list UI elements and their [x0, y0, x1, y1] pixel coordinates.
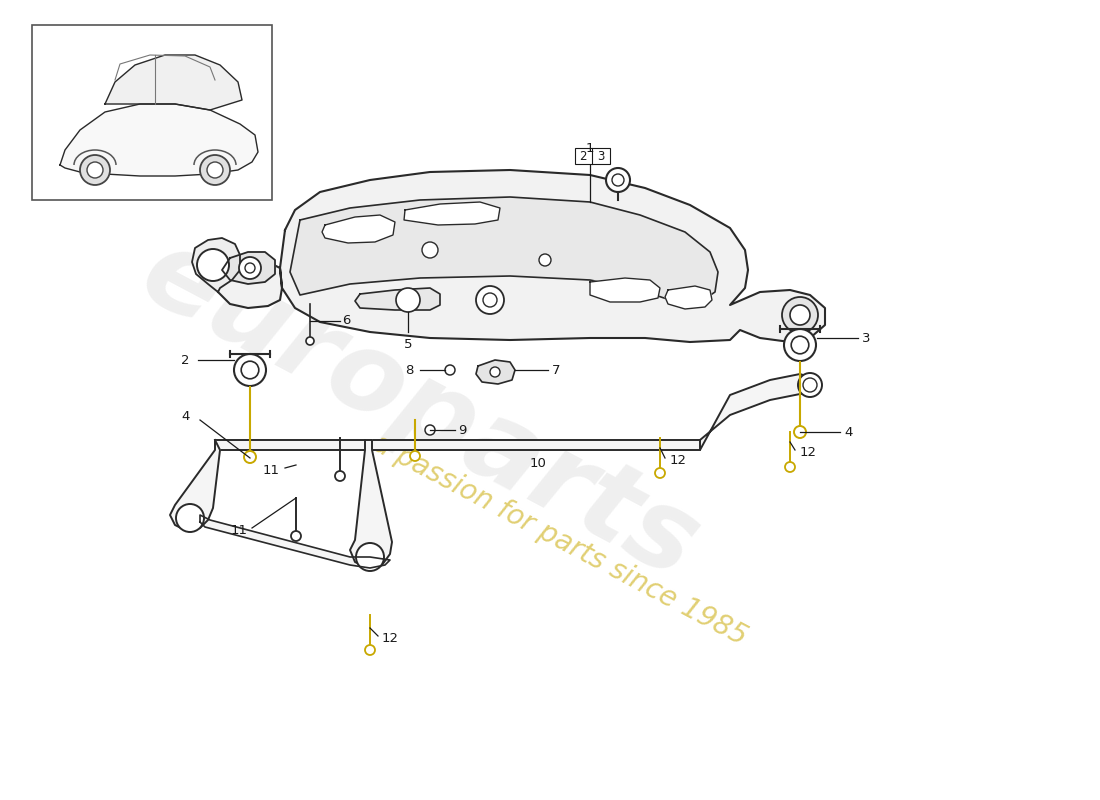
- Text: 10: 10: [530, 457, 547, 470]
- Circle shape: [306, 337, 313, 345]
- Polygon shape: [170, 440, 220, 530]
- Polygon shape: [222, 252, 275, 284]
- Text: 7: 7: [552, 363, 561, 377]
- Circle shape: [336, 471, 345, 481]
- Circle shape: [80, 155, 110, 185]
- Text: a passion for parts since 1985: a passion for parts since 1985: [368, 429, 751, 651]
- Circle shape: [176, 504, 204, 532]
- Text: 5: 5: [404, 338, 412, 351]
- Polygon shape: [218, 170, 825, 342]
- Circle shape: [483, 293, 497, 307]
- Circle shape: [476, 286, 504, 314]
- Text: 6: 6: [342, 314, 351, 327]
- Circle shape: [539, 254, 551, 266]
- Polygon shape: [404, 202, 500, 225]
- Circle shape: [197, 249, 229, 281]
- Bar: [32, 25, 272, 200]
- Circle shape: [239, 257, 261, 279]
- Polygon shape: [104, 55, 242, 110]
- Circle shape: [791, 336, 808, 354]
- Polygon shape: [60, 104, 258, 176]
- Circle shape: [612, 174, 624, 186]
- Polygon shape: [666, 286, 712, 309]
- Text: 8: 8: [406, 363, 414, 377]
- Circle shape: [356, 543, 384, 571]
- Text: 3: 3: [862, 331, 870, 345]
- Text: 9: 9: [458, 423, 466, 437]
- Circle shape: [234, 354, 266, 386]
- Circle shape: [241, 362, 258, 379]
- Circle shape: [790, 305, 810, 325]
- Circle shape: [490, 367, 500, 377]
- Text: 2: 2: [580, 150, 586, 162]
- Text: 4: 4: [182, 410, 190, 422]
- Text: 11: 11: [263, 463, 280, 477]
- Circle shape: [798, 373, 822, 397]
- Circle shape: [207, 162, 223, 178]
- Polygon shape: [200, 515, 390, 568]
- Polygon shape: [476, 360, 515, 384]
- Text: europarts: europarts: [124, 218, 716, 602]
- Text: 11: 11: [231, 523, 248, 537]
- Text: 1: 1: [585, 142, 594, 155]
- Text: 12: 12: [382, 631, 399, 645]
- Polygon shape: [355, 288, 440, 310]
- Circle shape: [245, 263, 255, 273]
- Bar: [575, 148, 611, 164]
- Circle shape: [654, 468, 666, 478]
- Circle shape: [606, 168, 630, 192]
- Circle shape: [782, 297, 818, 333]
- Circle shape: [396, 288, 420, 312]
- Circle shape: [292, 531, 301, 541]
- Circle shape: [803, 378, 817, 392]
- Circle shape: [200, 155, 230, 185]
- Polygon shape: [290, 197, 718, 302]
- Circle shape: [425, 425, 435, 435]
- Text: 3: 3: [597, 150, 605, 162]
- Circle shape: [365, 645, 375, 655]
- Text: 12: 12: [670, 454, 688, 466]
- Circle shape: [87, 162, 103, 178]
- Circle shape: [244, 451, 256, 463]
- Polygon shape: [322, 215, 395, 243]
- Polygon shape: [590, 278, 660, 302]
- Circle shape: [794, 426, 806, 438]
- Polygon shape: [700, 374, 815, 450]
- Circle shape: [446, 365, 455, 375]
- Text: 12: 12: [800, 446, 817, 458]
- Polygon shape: [192, 238, 240, 292]
- Circle shape: [410, 451, 420, 461]
- Circle shape: [422, 242, 438, 258]
- Text: 2: 2: [182, 354, 190, 366]
- Text: 4: 4: [844, 426, 852, 438]
- Circle shape: [784, 329, 816, 361]
- Circle shape: [785, 462, 795, 472]
- Bar: [214, 440, 700, 450]
- Polygon shape: [350, 440, 392, 568]
